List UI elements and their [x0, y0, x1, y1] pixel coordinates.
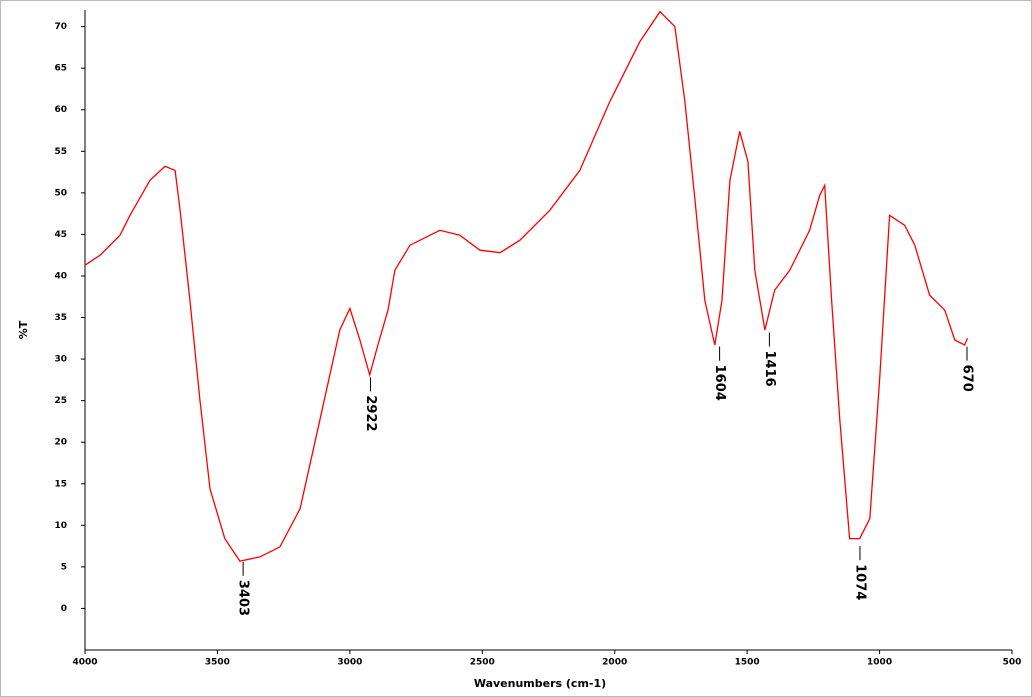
- y-tick-label: 55: [54, 147, 67, 157]
- x-axis-label: Wavenumbers (cm-1): [474, 677, 606, 690]
- peak-label: 670: [959, 365, 974, 392]
- x-tick-label: 3500: [205, 658, 230, 668]
- x-tick-label: 500: [1003, 658, 1022, 668]
- y-tick-label: 30: [54, 355, 67, 365]
- spectrum-line: [84, 10, 969, 562]
- y-tick-label: 35: [54, 313, 67, 323]
- y-tick-label: 60: [54, 105, 67, 115]
- peak-label: 3403: [236, 580, 251, 616]
- peak-label: 1074: [852, 564, 867, 600]
- x-tick-label: 1500: [735, 658, 760, 668]
- peak-label: 1416: [762, 350, 777, 386]
- y-tick-label: 10: [54, 521, 67, 531]
- x-tick-label: 2500: [470, 658, 495, 668]
- x-tick-label: 1000: [867, 658, 892, 668]
- y-tick-label: 5: [61, 562, 67, 572]
- y-tick-label: 65: [54, 64, 67, 74]
- y-tick-label: 70: [54, 22, 67, 32]
- x-tick-label: 4000: [72, 658, 97, 668]
- y-tick-label: 20: [54, 438, 67, 448]
- y-tick-label: 45: [54, 230, 67, 240]
- peak-label: 1604: [712, 365, 727, 401]
- peak-label: 2922: [363, 395, 378, 431]
- y-tick-label: 40: [54, 271, 67, 281]
- y-tick-label: 25: [54, 396, 67, 406]
- y-tick-label: 50: [54, 188, 67, 198]
- x-tick-label: 2000: [602, 658, 627, 668]
- y-tick-label: 0: [61, 604, 67, 614]
- x-tick-label: 3000: [337, 658, 362, 668]
- y-axis-label: %T: [17, 320, 30, 339]
- y-tick-label: 15: [54, 479, 67, 489]
